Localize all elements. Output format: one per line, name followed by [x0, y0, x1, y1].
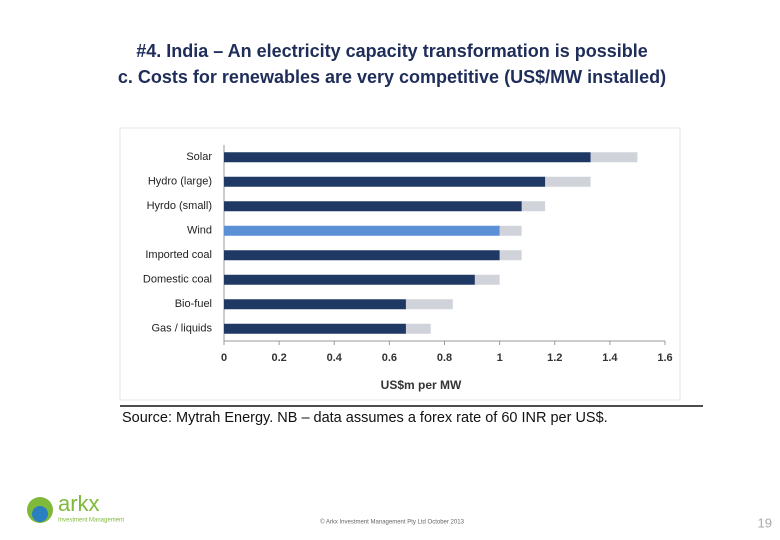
y-tick-label: Hydro (large)	[148, 176, 212, 188]
bar	[224, 201, 522, 212]
y-tick-label: Gas / liquids	[151, 323, 212, 335]
copyright: © Arkx Investment Management Pty Ltd Oct…	[320, 519, 464, 526]
x-tick-label: 0	[221, 352, 227, 364]
x-tick-label: 1.2	[547, 352, 562, 364]
x-tick-label: 0.2	[271, 352, 286, 364]
bar	[224, 225, 500, 236]
x-axis-label: US$m per MW	[381, 378, 462, 392]
subtitle: c. Costs for renewables are very competi…	[118, 67, 666, 87]
range-bar	[405, 323, 431, 334]
logo-tagline: Investment Management	[58, 518, 124, 524]
bar	[224, 176, 546, 187]
x-tick-label: 1.4	[602, 352, 618, 364]
x-tick-label: 0.8	[437, 352, 452, 364]
range-bar	[405, 299, 453, 310]
range-bar	[499, 250, 522, 261]
page-number: 19	[758, 515, 772, 530]
x-tick-label: 1	[497, 352, 503, 364]
range-bar	[521, 201, 546, 212]
bar	[224, 152, 591, 163]
logo-text: arkx	[58, 491, 100, 516]
range-bar	[474, 274, 500, 285]
bar	[224, 299, 406, 310]
bar	[224, 250, 500, 261]
y-tick-label: Imported coal	[145, 249, 212, 261]
x-tick-label: 0.6	[382, 352, 397, 364]
y-tick-label: Solar	[186, 151, 212, 163]
plot-frame	[119, 127, 681, 401]
x-tick-label: 1.6	[657, 352, 672, 364]
range-bar	[590, 152, 638, 163]
y-tick-label: Bio-fuel	[175, 298, 212, 310]
logo-mark-inner	[32, 506, 48, 522]
bar	[224, 274, 475, 285]
range-bar	[545, 176, 591, 187]
y-tick-label: Domestic coal	[143, 274, 212, 286]
y-tick-label: Hyrdo (small)	[147, 200, 212, 212]
y-tick-label: Wind	[187, 225, 212, 237]
source: Source: Mytrah Energy. NB – data assumes…	[122, 410, 608, 426]
title: #4. India – An electricity capacity tran…	[136, 41, 648, 61]
bar	[224, 323, 406, 334]
logo: arkx Investment Management	[27, 491, 124, 524]
range-bar	[499, 225, 522, 236]
x-tick-label: 0.4	[327, 352, 343, 364]
